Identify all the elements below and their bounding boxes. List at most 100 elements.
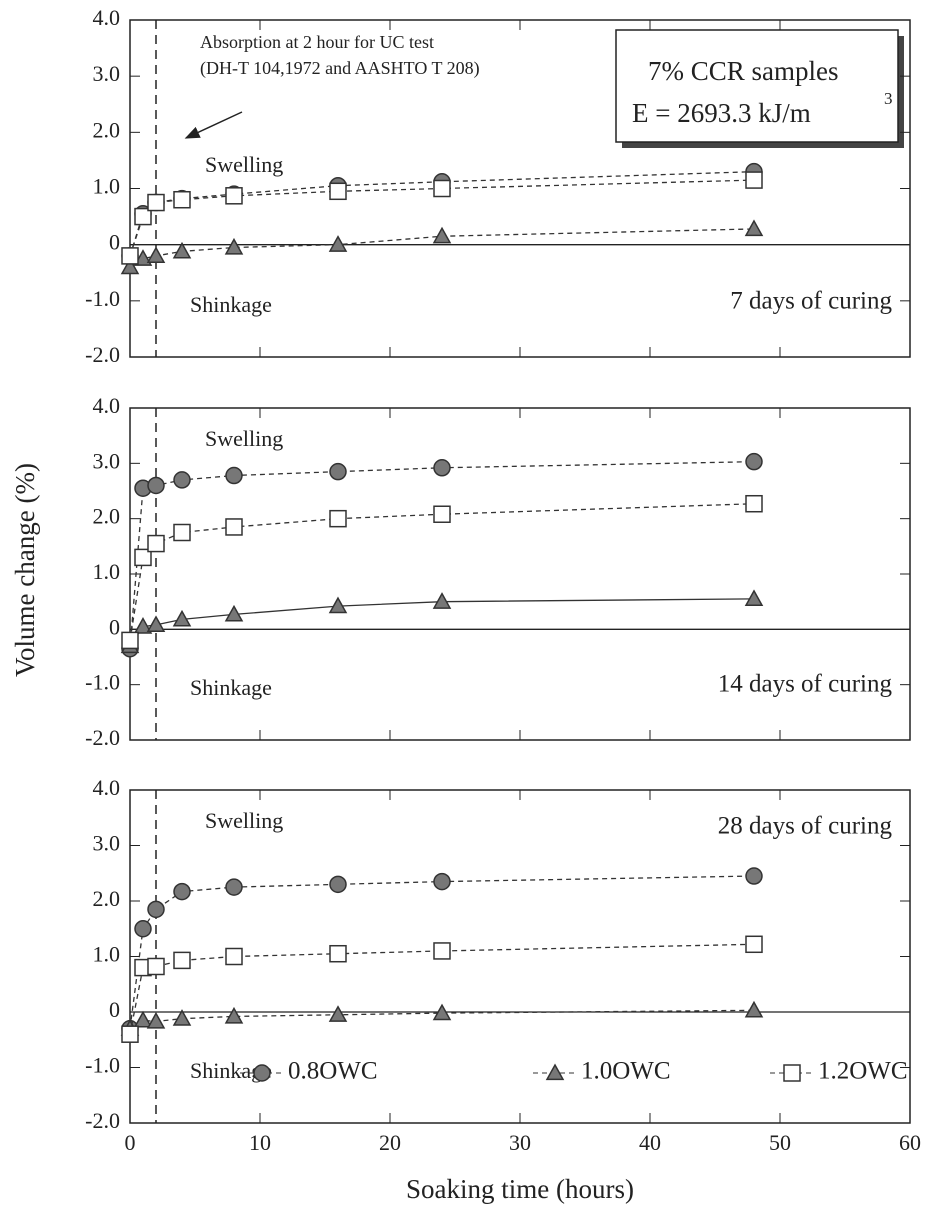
marker: [224, 604, 244, 622]
marker: [328, 596, 348, 614]
legend-label: 1.2OWC: [818, 1058, 908, 1085]
y-tick-label: 4.0: [93, 393, 121, 418]
y-tick-label: 3.0: [93, 61, 121, 86]
y-tick-label: 1.0: [93, 174, 121, 199]
marker: [147, 476, 165, 495]
marker: [147, 900, 165, 919]
marker: [133, 249, 153, 266]
x-tick-label: 30: [509, 1130, 531, 1155]
series-line: [129, 228, 755, 268]
x-tick-label: 60: [899, 1130, 921, 1155]
box-text: E = 2693.3 kJ/m: [632, 98, 811, 128]
swelling-label: Swelling: [205, 808, 283, 833]
marker: [744, 589, 764, 607]
series-line: [129, 179, 755, 257]
marker: [744, 1000, 764, 1018]
marker: [172, 1009, 192, 1026]
marker: [745, 935, 763, 954]
marker: [329, 944, 347, 963]
y-tick-label: 2.0: [93, 886, 121, 911]
marker: [432, 226, 452, 244]
marker: [433, 459, 451, 477]
marker: [173, 523, 191, 542]
marker: [146, 246, 166, 264]
swelling-label: Swelling: [205, 152, 283, 177]
marker: [225, 466, 243, 485]
curing-label: 7 days of curing: [730, 288, 892, 315]
marker: [329, 509, 347, 528]
y-tick-label: 4.0: [93, 775, 121, 800]
y-axis-label: Volume change (%): [10, 463, 40, 677]
marker: [225, 187, 243, 205]
marker: [146, 615, 166, 633]
marker: [133, 1010, 153, 1028]
marker: [225, 947, 243, 966]
marker: [173, 190, 191, 209]
marker: [147, 957, 165, 976]
y-tick-label: -1.0: [85, 1053, 120, 1078]
marker: [745, 452, 763, 471]
curing-label: 28 days of curing: [718, 813, 893, 840]
marker: [433, 179, 451, 198]
marker: [172, 241, 192, 259]
marker: [225, 518, 243, 536]
y-tick-label: -2.0: [85, 725, 120, 750]
x-tick-label: 50: [769, 1130, 791, 1155]
marker: [173, 951, 191, 970]
series-line: [129, 461, 755, 649]
marker: [433, 942, 451, 960]
marker: [329, 462, 347, 481]
marker: [432, 1003, 452, 1021]
y-tick-label: 4.0: [93, 5, 121, 30]
shrinkage-label: Shinkage: [190, 292, 272, 317]
y-tick-label: 1.0: [93, 942, 121, 967]
marker: [121, 247, 139, 265]
marker: [745, 867, 763, 885]
marker: [329, 875, 347, 894]
annotation: Absorption at 2 hour for UC test: [200, 32, 434, 52]
marker: [147, 193, 165, 212]
marker: [433, 505, 451, 523]
marker: [224, 1006, 244, 1024]
legend-marker: [545, 1063, 565, 1081]
marker: [121, 631, 139, 650]
marker: [134, 920, 152, 938]
y-tick-label: -2.0: [85, 1108, 120, 1133]
marker: [172, 609, 192, 627]
marker: [146, 1011, 166, 1029]
info-box: [615, 29, 899, 143]
marker: [744, 219, 764, 237]
series-line: [129, 503, 755, 641]
y-tick-label: -1.0: [85, 670, 120, 695]
marker: [173, 471, 191, 489]
x-tick-label: 40: [639, 1130, 661, 1155]
marker: [173, 882, 191, 901]
marker: [134, 548, 152, 567]
series-line: [129, 875, 755, 1029]
y-tick-label: 0: [109, 997, 120, 1022]
marker: [328, 1005, 348, 1022]
marker: [133, 617, 153, 634]
box-superscript: 3: [884, 89, 893, 108]
legend-marker: [253, 1064, 271, 1082]
series-line: [129, 1009, 755, 1030]
marker: [329, 182, 347, 201]
shrinkage-label: Shinkage: [190, 675, 272, 700]
marker: [745, 494, 763, 513]
y-tick-label: 2.0: [93, 504, 121, 529]
marker: [328, 235, 348, 252]
y-tick-label: 0: [109, 230, 120, 255]
x-tick-label: 10: [249, 1130, 271, 1155]
y-tick-label: 3.0: [93, 448, 121, 473]
marker: [745, 171, 763, 189]
y-tick-label: 2.0: [93, 117, 121, 142]
legend-marker: [783, 1064, 801, 1082]
marker: [224, 237, 244, 255]
marker: [121, 1025, 139, 1043]
marker: [433, 872, 451, 891]
x-tick-label: 0: [125, 1130, 136, 1155]
y-tick-label: -1.0: [85, 286, 120, 311]
annotation-arrow: [184, 111, 243, 139]
